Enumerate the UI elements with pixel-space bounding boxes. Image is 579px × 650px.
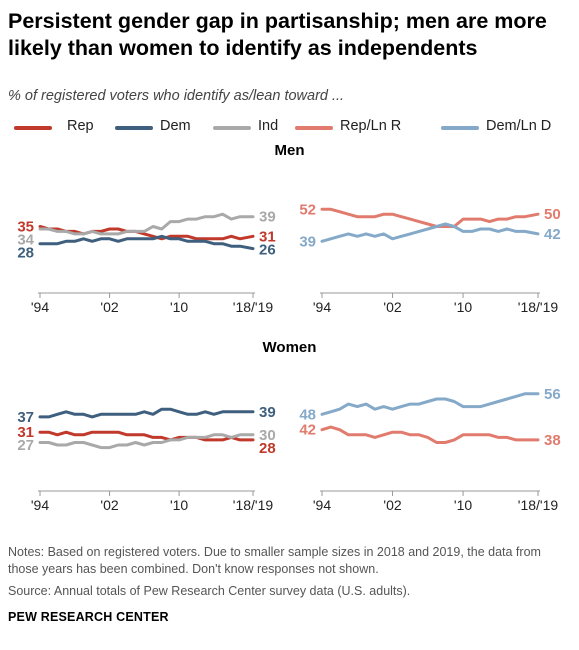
x-tick-label: '94 [313, 299, 331, 315]
x-tick-label: '10 [170, 299, 188, 315]
end-label-rep: 28 [259, 440, 276, 457]
series-line-dem-ln-d [320, 392, 540, 416]
x-tick-label: '18/'19 [518, 497, 559, 513]
series-line-rep-ln-r [320, 425, 540, 444]
line-charts: '94'02'10'18/'19353428393126'94'02'10'18… [17, 201, 561, 513]
legend-label-dem-ln-d: Dem/Ln D [486, 118, 552, 134]
x-tick-label: '02 [383, 497, 401, 513]
legend-label-dem: Dem [160, 118, 191, 134]
start-label-dem-ln-d: 48 [299, 406, 316, 423]
org-name: PEW RESEARCH CENTER [8, 610, 169, 624]
series-line-rep-ln-r [320, 207, 540, 228]
series-line-ind [38, 212, 255, 236]
series-line-dem [38, 407, 255, 419]
end-label-rep: 31 [259, 228, 276, 245]
start-label-ind: 27 [17, 437, 34, 454]
end-label-dem: 39 [259, 404, 276, 421]
panel-title-men: Men [274, 142, 305, 159]
start-label-dem-ln-d: 39 [299, 233, 316, 250]
legend-swatch-rep [14, 126, 52, 130]
start-label-ind: 34 [17, 232, 34, 249]
start-label-rep-ln-r: 52 [299, 201, 316, 218]
legend-label-ind: Ind [258, 118, 279, 134]
panel-title-women: Women [262, 339, 317, 356]
chart-title: Persistent gender gap in partisanship; m… [8, 9, 547, 60]
series-line-rep [38, 430, 255, 442]
end-label-dem-ln-d: 56 [544, 386, 561, 403]
legend-label-rep: Rep [67, 118, 94, 134]
notes-text: Notes: Based on registered voters. Due t… [8, 545, 541, 576]
end-label-ind: 30 [259, 427, 276, 444]
end-label-rep-ln-r: 50 [544, 206, 561, 223]
x-tick-label: '18/'19 [518, 299, 559, 315]
end-label-rep-ln-r: 38 [544, 432, 561, 449]
x-tick-label: '94 [313, 497, 331, 513]
series-line-ind [38, 433, 255, 450]
x-tick-label: '94 [31, 299, 49, 315]
x-tick-label: '02 [100, 497, 118, 513]
source-text: Source: Annual totals of Pew Research Ce… [8, 584, 411, 598]
series-line-rep [38, 225, 255, 241]
start-label-rep: 35 [17, 219, 34, 236]
legend-swatch-rep-ln-r [295, 126, 333, 130]
x-tick-label: '02 [100, 299, 118, 315]
legend: Rep Dem Ind Rep/Ln R Dem/Ln D [0, 118, 579, 138]
legend-label-rep-ln-r: Rep/Ln R [340, 118, 402, 134]
x-tick-label: '94 [31, 497, 49, 513]
x-tick-label: '18/'19 [233, 497, 274, 513]
x-tick-label: '10 [454, 299, 472, 315]
legend-swatch-dem [115, 126, 153, 130]
end-label-dem: 26 [259, 241, 276, 258]
series-line-dem-ln-d [320, 222, 540, 243]
legend-swatch-dem-ln-d [441, 126, 479, 130]
end-label-ind: 39 [259, 209, 276, 226]
end-label-dem-ln-d: 42 [544, 226, 561, 243]
chart-subtitle: % of registered voters who identify as/l… [8, 88, 345, 104]
x-tick-label: '02 [383, 299, 401, 315]
x-tick-label: '10 [170, 497, 188, 513]
legend-swatch-ind [213, 126, 251, 130]
x-tick-label: '10 [454, 497, 472, 513]
start-label-rep-ln-r: 42 [299, 422, 316, 439]
start-label-rep: 31 [17, 424, 34, 441]
x-tick-label: '18/'19 [233, 299, 274, 315]
series-line-dem [38, 234, 255, 251]
start-label-dem: 28 [17, 245, 34, 262]
start-label-dem: 37 [17, 409, 34, 426]
